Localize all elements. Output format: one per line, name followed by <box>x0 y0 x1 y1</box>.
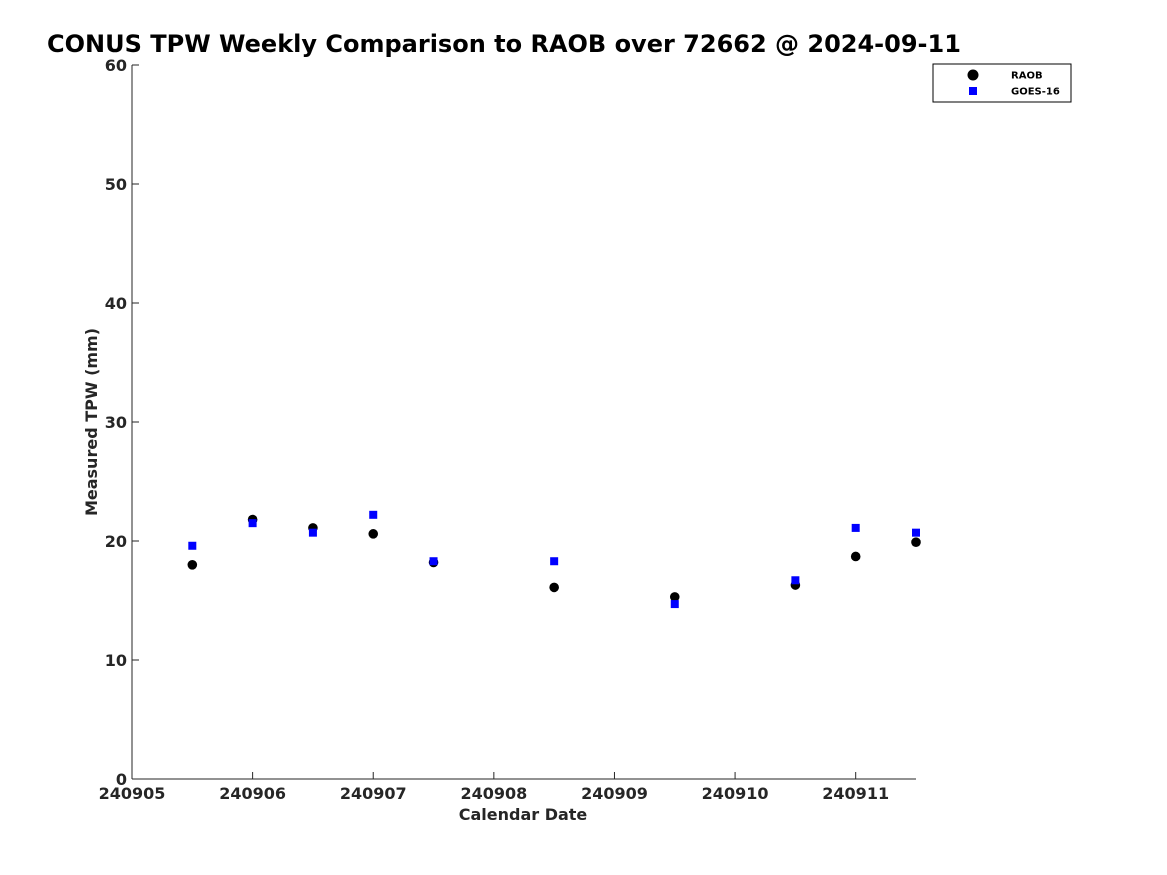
data-point-goes16 <box>188 541 197 550</box>
chart-title: CONUS TPW Weekly Comparison to RAOB over… <box>47 30 961 58</box>
y-tick-label: 50 <box>105 175 127 194</box>
data-point-goes16 <box>429 557 438 566</box>
axes <box>131 64 916 780</box>
data-points <box>187 510 921 609</box>
x-tick-label: 240906 <box>219 784 286 803</box>
x-tick-label: 240908 <box>460 784 527 803</box>
x-axis-label: Calendar Date <box>459 805 588 824</box>
y-tick-label: 10 <box>105 651 127 670</box>
x-tick-label: 240910 <box>702 784 769 803</box>
tick-labels: 0 10 20 30 40 50 60 240905 240906 240907 240908 240… <box>99 56 889 803</box>
data-point-raob <box>850 551 861 562</box>
legend-label-raob: RAOB <box>1011 71 1043 82</box>
data-point-goes16 <box>550 557 559 566</box>
data-point-raob <box>368 529 379 539</box>
y-tick-label: 60 <box>105 56 127 75</box>
data-point-goes16 <box>670 600 679 609</box>
y-axis-label: Measured TPW (mm) <box>82 328 101 516</box>
x-tick-label: 240909 <box>581 784 648 803</box>
y-tick-label: 30 <box>105 413 127 432</box>
legend-marker-raob <box>967 69 979 81</box>
data-point-goes16 <box>912 528 920 537</box>
legend-marker-goes16 <box>969 87 977 95</box>
x-tick-label: 240905 <box>99 784 166 803</box>
data-point-raob <box>187 560 198 570</box>
data-point-raob <box>911 537 921 547</box>
legend-box <box>932 63 1072 103</box>
data-point-raob <box>549 582 559 593</box>
y-tick-label: 0 <box>116 770 127 789</box>
data-point-goes16 <box>369 510 378 519</box>
legend: RAOB GOES-16 <box>932 63 1072 103</box>
data-point-goes16 <box>851 523 860 532</box>
y-tick-label: 20 <box>105 532 127 551</box>
legend-label-goes16: GOES-16 <box>1011 87 1060 98</box>
data-point-goes16 <box>791 576 800 585</box>
data-point-goes16 <box>248 519 257 528</box>
data-point-goes16 <box>308 528 317 537</box>
x-tick-label: 240907 <box>340 784 407 803</box>
data-point-raob <box>669 592 680 602</box>
series-goes16 <box>188 510 920 609</box>
y-tick-label: 40 <box>105 294 127 313</box>
x-tick-label: 240911 <box>822 784 889 803</box>
